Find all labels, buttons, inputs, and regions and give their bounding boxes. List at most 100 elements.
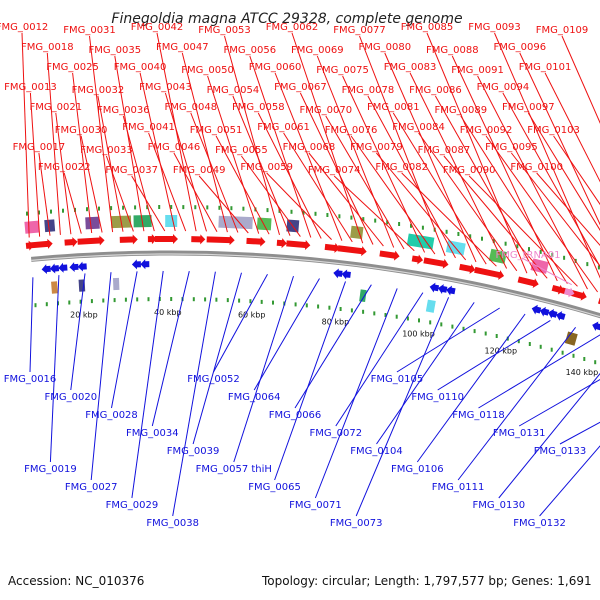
feature-box	[425, 299, 436, 313]
tick-mark	[516, 244, 519, 249]
forward-gene-arrow	[119, 234, 138, 245]
feature-box	[359, 289, 367, 303]
leader-line	[80, 135, 103, 233]
gene-label: FMG_0111	[432, 482, 485, 493]
gene-label: FMG_0041	[122, 122, 175, 133]
leader-line	[477, 75, 588, 290]
leader-line	[151, 270, 190, 427]
tick-mark	[481, 236, 483, 241]
gene-label: FMG_0075	[316, 65, 369, 76]
tick-mark	[204, 297, 207, 302]
tick-mark	[421, 225, 424, 230]
gene-label: FMG_0071	[289, 500, 342, 511]
tick-mark	[326, 213, 329, 217]
gene-label: FMG_0038	[146, 518, 199, 529]
tick-mark	[170, 205, 173, 209]
forward-gene-arrow	[64, 237, 78, 248]
tick-mark	[410, 223, 412, 228]
leader-line	[198, 175, 249, 234]
tick-mark	[134, 205, 137, 210]
leader-line	[192, 272, 242, 445]
leader-line	[164, 92, 207, 232]
leader-line	[384, 52, 477, 263]
gene-label: FMG_0087	[418, 145, 471, 156]
gene-label: FMG_0085	[401, 22, 454, 33]
backbone-highlight	[31, 253, 600, 318]
tick-label: 80 kbp	[322, 318, 350, 327]
gene-label: FMG_0132	[513, 518, 566, 529]
leader-line	[105, 155, 134, 232]
leader-line	[401, 172, 497, 267]
tick-mark	[124, 297, 127, 302]
leader-line	[396, 307, 500, 373]
tick-mark	[136, 297, 139, 302]
gene-label: FMG_0083	[384, 62, 437, 73]
leader-line	[215, 135, 270, 235]
gene-label: FMG_tRNA01	[495, 250, 560, 261]
gene-label: FMG_0130	[473, 500, 526, 511]
leader-line	[207, 75, 260, 234]
forward-gene-arrow	[337, 245, 367, 257]
gene-label: FMG_0013	[4, 82, 57, 93]
reverse-gene-arrow	[539, 306, 550, 317]
leader-line	[468, 175, 578, 287]
feature-box	[24, 220, 40, 234]
tick-mark	[473, 329, 476, 334]
tick-mark	[226, 298, 229, 303]
forward-gene-arrow	[411, 254, 424, 265]
gene-label: FMG_0068	[283, 142, 336, 153]
tick-mark	[445, 229, 448, 234]
tick-mark	[492, 239, 495, 244]
gene-label: FMG_0039	[167, 446, 220, 457]
leader-line	[308, 152, 384, 247]
forward-gene-arrow	[379, 250, 400, 261]
feature-boxes	[24, 215, 578, 346]
tick-mark	[272, 300, 274, 305]
leader-line	[418, 132, 518, 272]
gene-label: FMG_0034	[126, 428, 179, 439]
tick-mark	[561, 350, 564, 355]
leader-line	[90, 272, 112, 481]
tick-mark	[86, 207, 88, 212]
gene-label: FMG_0048	[165, 102, 218, 113]
tick-mark	[146, 205, 149, 210]
gene-label: FMG_0037	[105, 165, 158, 176]
leader-line	[172, 271, 216, 517]
tick-mark	[98, 206, 100, 211]
gene-label: FMG_0133	[534, 446, 587, 457]
leader-line	[38, 152, 51, 236]
tick-mark	[79, 299, 82, 304]
leader-line	[299, 92, 374, 245]
leader-line	[342, 75, 426, 253]
leader-line	[29, 277, 34, 373]
reverse-gene-arrow	[49, 263, 60, 274]
leader-line	[49, 275, 60, 463]
tick-mark	[362, 217, 365, 222]
tick-mark	[45, 302, 48, 307]
gene-labels: FMG_0012 FMG_0013 FMG_0017 FMG_0018 FMG_0021…	[0, 22, 588, 529]
gene-label: FMG_0057 thiH	[196, 464, 272, 475]
tick-mark	[418, 318, 420, 323]
tick-mark	[528, 342, 531, 346]
leader-line	[240, 155, 301, 237]
leader-line	[224, 35, 280, 236]
tick-mark	[374, 218, 377, 223]
reverse-gene-arrow	[592, 321, 600, 332]
tick-mark	[495, 334, 498, 338]
gene-label: FMG_0086	[409, 85, 462, 96]
forward-gene-arrow	[206, 235, 235, 246]
leader-line	[114, 55, 145, 232]
leader-line	[443, 155, 548, 279]
leader-line	[539, 445, 600, 517]
tick-mark	[572, 353, 575, 358]
feature-box	[218, 215, 253, 230]
gene-label: FMG_0049	[173, 165, 226, 176]
reverse-gene-arrow	[531, 304, 542, 315]
leader-line	[55, 112, 72, 235]
tick-mark	[594, 360, 597, 365]
gene-label: FMG_0016	[4, 374, 57, 385]
tick-mark	[457, 232, 460, 236]
reverse-gene-arrow	[140, 259, 150, 270]
gene-label: FMG_0050	[181, 65, 234, 76]
